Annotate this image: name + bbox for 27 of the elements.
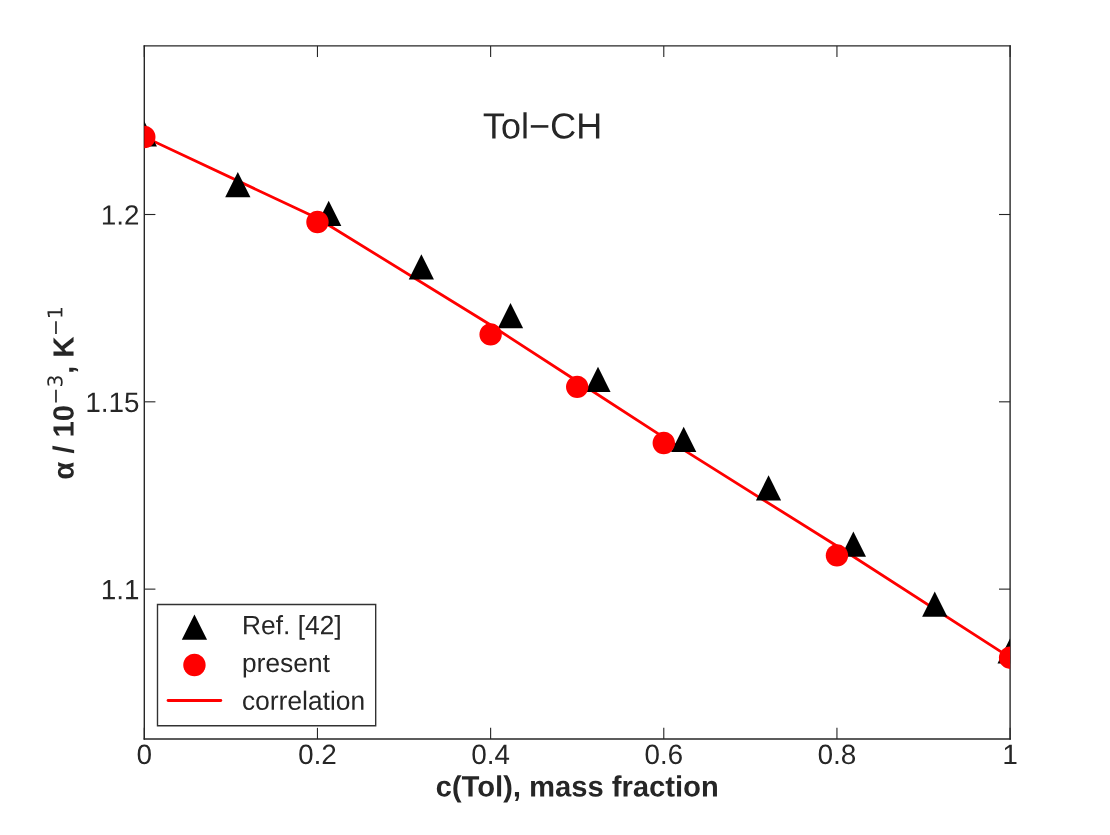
y-tick-label: 1.1 — [102, 580, 139, 600]
annotation: Tol−CH — [483, 112, 600, 139]
y-axis-title: α / 10$^{−3}$, K$^{−1}$ — [47, 308, 79, 479]
point — [585, 366, 611, 392]
point — [306, 210, 329, 234]
point — [566, 375, 589, 399]
point — [652, 431, 675, 455]
x-tick-label: 0.6 — [645, 744, 682, 765]
x-tick-label: 1 — [1004, 744, 1017, 764]
x-tick-label: 0 — [137, 744, 151, 765]
point — [671, 426, 697, 452]
legend-label: correlation — [243, 690, 364, 711]
legend-label: Ref. [42] — [244, 615, 340, 640]
point — [408, 254, 434, 280]
point — [755, 475, 782, 501]
point — [922, 591, 948, 617]
point — [825, 544, 849, 567]
x-tick-label: 0.2 — [299, 744, 336, 765]
legend-label: present — [243, 654, 330, 678]
point — [479, 323, 502, 346]
y-tick-label: 1.15 — [87, 392, 139, 413]
x-tick-label: 0.4 — [472, 744, 510, 765]
y-tick-label: 1.2 — [102, 205, 139, 225]
x-tick-label: 0.8 — [818, 744, 856, 765]
point — [497, 303, 524, 329]
point — [225, 171, 251, 198]
x-axis-title: c(Tol), mass fraction — [436, 775, 717, 803]
